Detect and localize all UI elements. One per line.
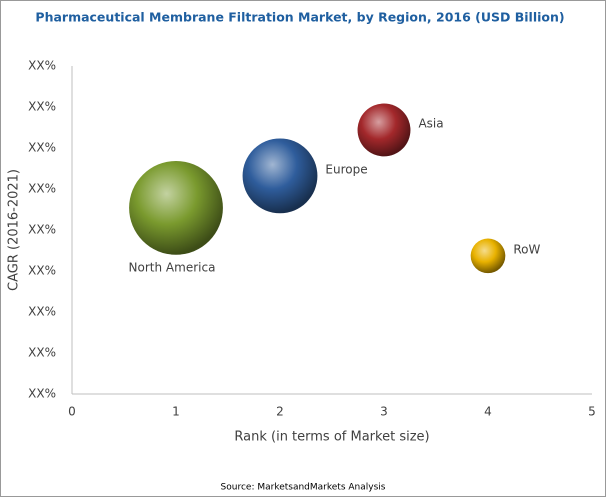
point-label: North America xyxy=(129,260,216,274)
source: Source: MarketsandMarkets Analysis xyxy=(221,483,386,493)
y-tick-label: XX% xyxy=(28,387,56,401)
x-tick-label: 2 xyxy=(276,405,284,419)
y-tick-label: XX% xyxy=(28,264,56,278)
bubble xyxy=(357,103,411,157)
point-label: Europe xyxy=(325,162,367,176)
chart-title: Pharmaceutical Membrane Filtration Marke… xyxy=(35,10,564,25)
bubble xyxy=(129,160,223,255)
y-tick-label: XX% xyxy=(28,346,56,360)
x-tick-label: 4 xyxy=(484,405,492,419)
x-tick-label: 0 xyxy=(68,405,76,419)
x-tick-label: 5 xyxy=(588,405,596,419)
y-tick-label: XX% xyxy=(28,100,56,114)
point-label: RoW xyxy=(513,242,540,256)
x-tick-label: 3 xyxy=(380,405,388,419)
bubble xyxy=(470,238,506,274)
y-tick-label: XX% xyxy=(28,305,56,319)
bubble xyxy=(242,138,318,214)
y-tick-label: XX% xyxy=(28,141,56,155)
y-tick-label: XX% xyxy=(28,182,56,196)
y-tick-label: XX% xyxy=(28,59,56,73)
x-tick-label: 1 xyxy=(172,405,180,419)
point-label: Asia xyxy=(418,116,443,130)
y-axis-title: CAGR (2016-2021) xyxy=(7,169,22,291)
x-axis-title: Rank (in terms of Market size) xyxy=(234,430,429,445)
y-tick-label: XX% xyxy=(28,223,56,237)
